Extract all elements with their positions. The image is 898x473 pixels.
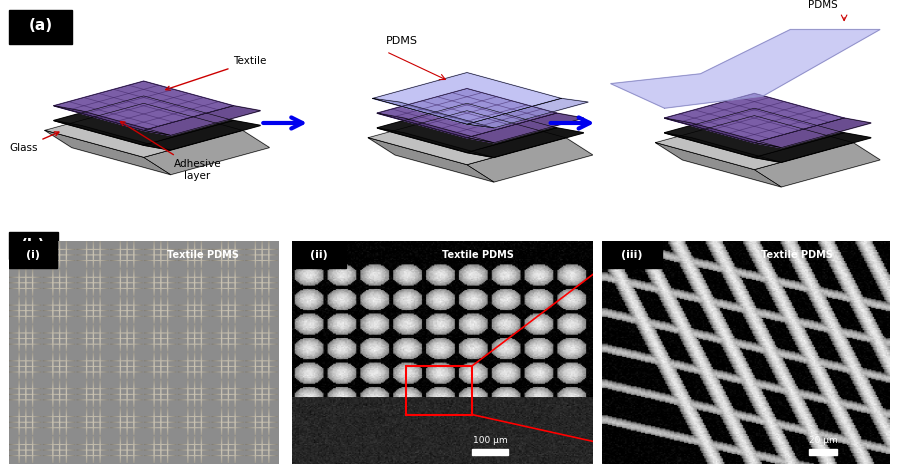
Polygon shape xyxy=(377,113,494,143)
Polygon shape xyxy=(144,106,260,135)
Polygon shape xyxy=(45,103,242,158)
Bar xyxy=(406,366,472,415)
Polygon shape xyxy=(377,88,557,138)
Text: PDMS: PDMS xyxy=(386,36,418,46)
Polygon shape xyxy=(377,128,494,158)
Polygon shape xyxy=(54,81,233,131)
Polygon shape xyxy=(377,103,557,152)
Polygon shape xyxy=(754,118,871,148)
Polygon shape xyxy=(665,108,844,158)
Text: (ii): (ii) xyxy=(310,250,328,260)
Text: Textile
PDMS: Textile PDMS xyxy=(808,0,841,10)
Polygon shape xyxy=(656,115,853,170)
Text: (i): (i) xyxy=(26,250,40,260)
Polygon shape xyxy=(467,113,584,143)
Bar xyxy=(9,241,57,268)
Bar xyxy=(472,449,508,455)
Polygon shape xyxy=(467,98,588,128)
Text: Textile: Textile xyxy=(166,56,267,90)
Polygon shape xyxy=(144,121,260,150)
Bar xyxy=(9,10,72,44)
Polygon shape xyxy=(467,128,584,158)
Text: Textile PDMS: Textile PDMS xyxy=(443,250,515,260)
Text: Glass: Glass xyxy=(9,132,59,153)
Polygon shape xyxy=(611,29,880,108)
Polygon shape xyxy=(54,96,233,145)
Text: Adhesive
layer: Adhesive layer xyxy=(120,122,222,181)
Text: (b): (b) xyxy=(21,238,46,253)
Polygon shape xyxy=(368,111,566,165)
Text: (a): (a) xyxy=(29,18,52,33)
Bar xyxy=(602,241,662,268)
Text: 100 μm: 100 μm xyxy=(473,436,507,445)
Text: 20 μm: 20 μm xyxy=(808,436,837,445)
Polygon shape xyxy=(754,133,871,162)
Polygon shape xyxy=(665,118,781,148)
Polygon shape xyxy=(656,143,781,187)
Bar xyxy=(292,241,346,268)
Polygon shape xyxy=(54,106,171,135)
Polygon shape xyxy=(665,94,844,143)
Text: (iii): (iii) xyxy=(621,250,643,260)
Polygon shape xyxy=(754,143,880,187)
Polygon shape xyxy=(373,72,561,124)
Polygon shape xyxy=(54,121,171,150)
Polygon shape xyxy=(144,131,269,175)
Text: Textile PDMS: Textile PDMS xyxy=(167,250,239,260)
Polygon shape xyxy=(45,131,171,175)
Bar xyxy=(808,449,837,455)
Text: Textile PDMS: Textile PDMS xyxy=(762,250,833,260)
Polygon shape xyxy=(467,138,593,182)
Polygon shape xyxy=(665,133,781,162)
Polygon shape xyxy=(373,98,494,128)
Bar xyxy=(9,232,58,259)
Polygon shape xyxy=(368,138,494,182)
